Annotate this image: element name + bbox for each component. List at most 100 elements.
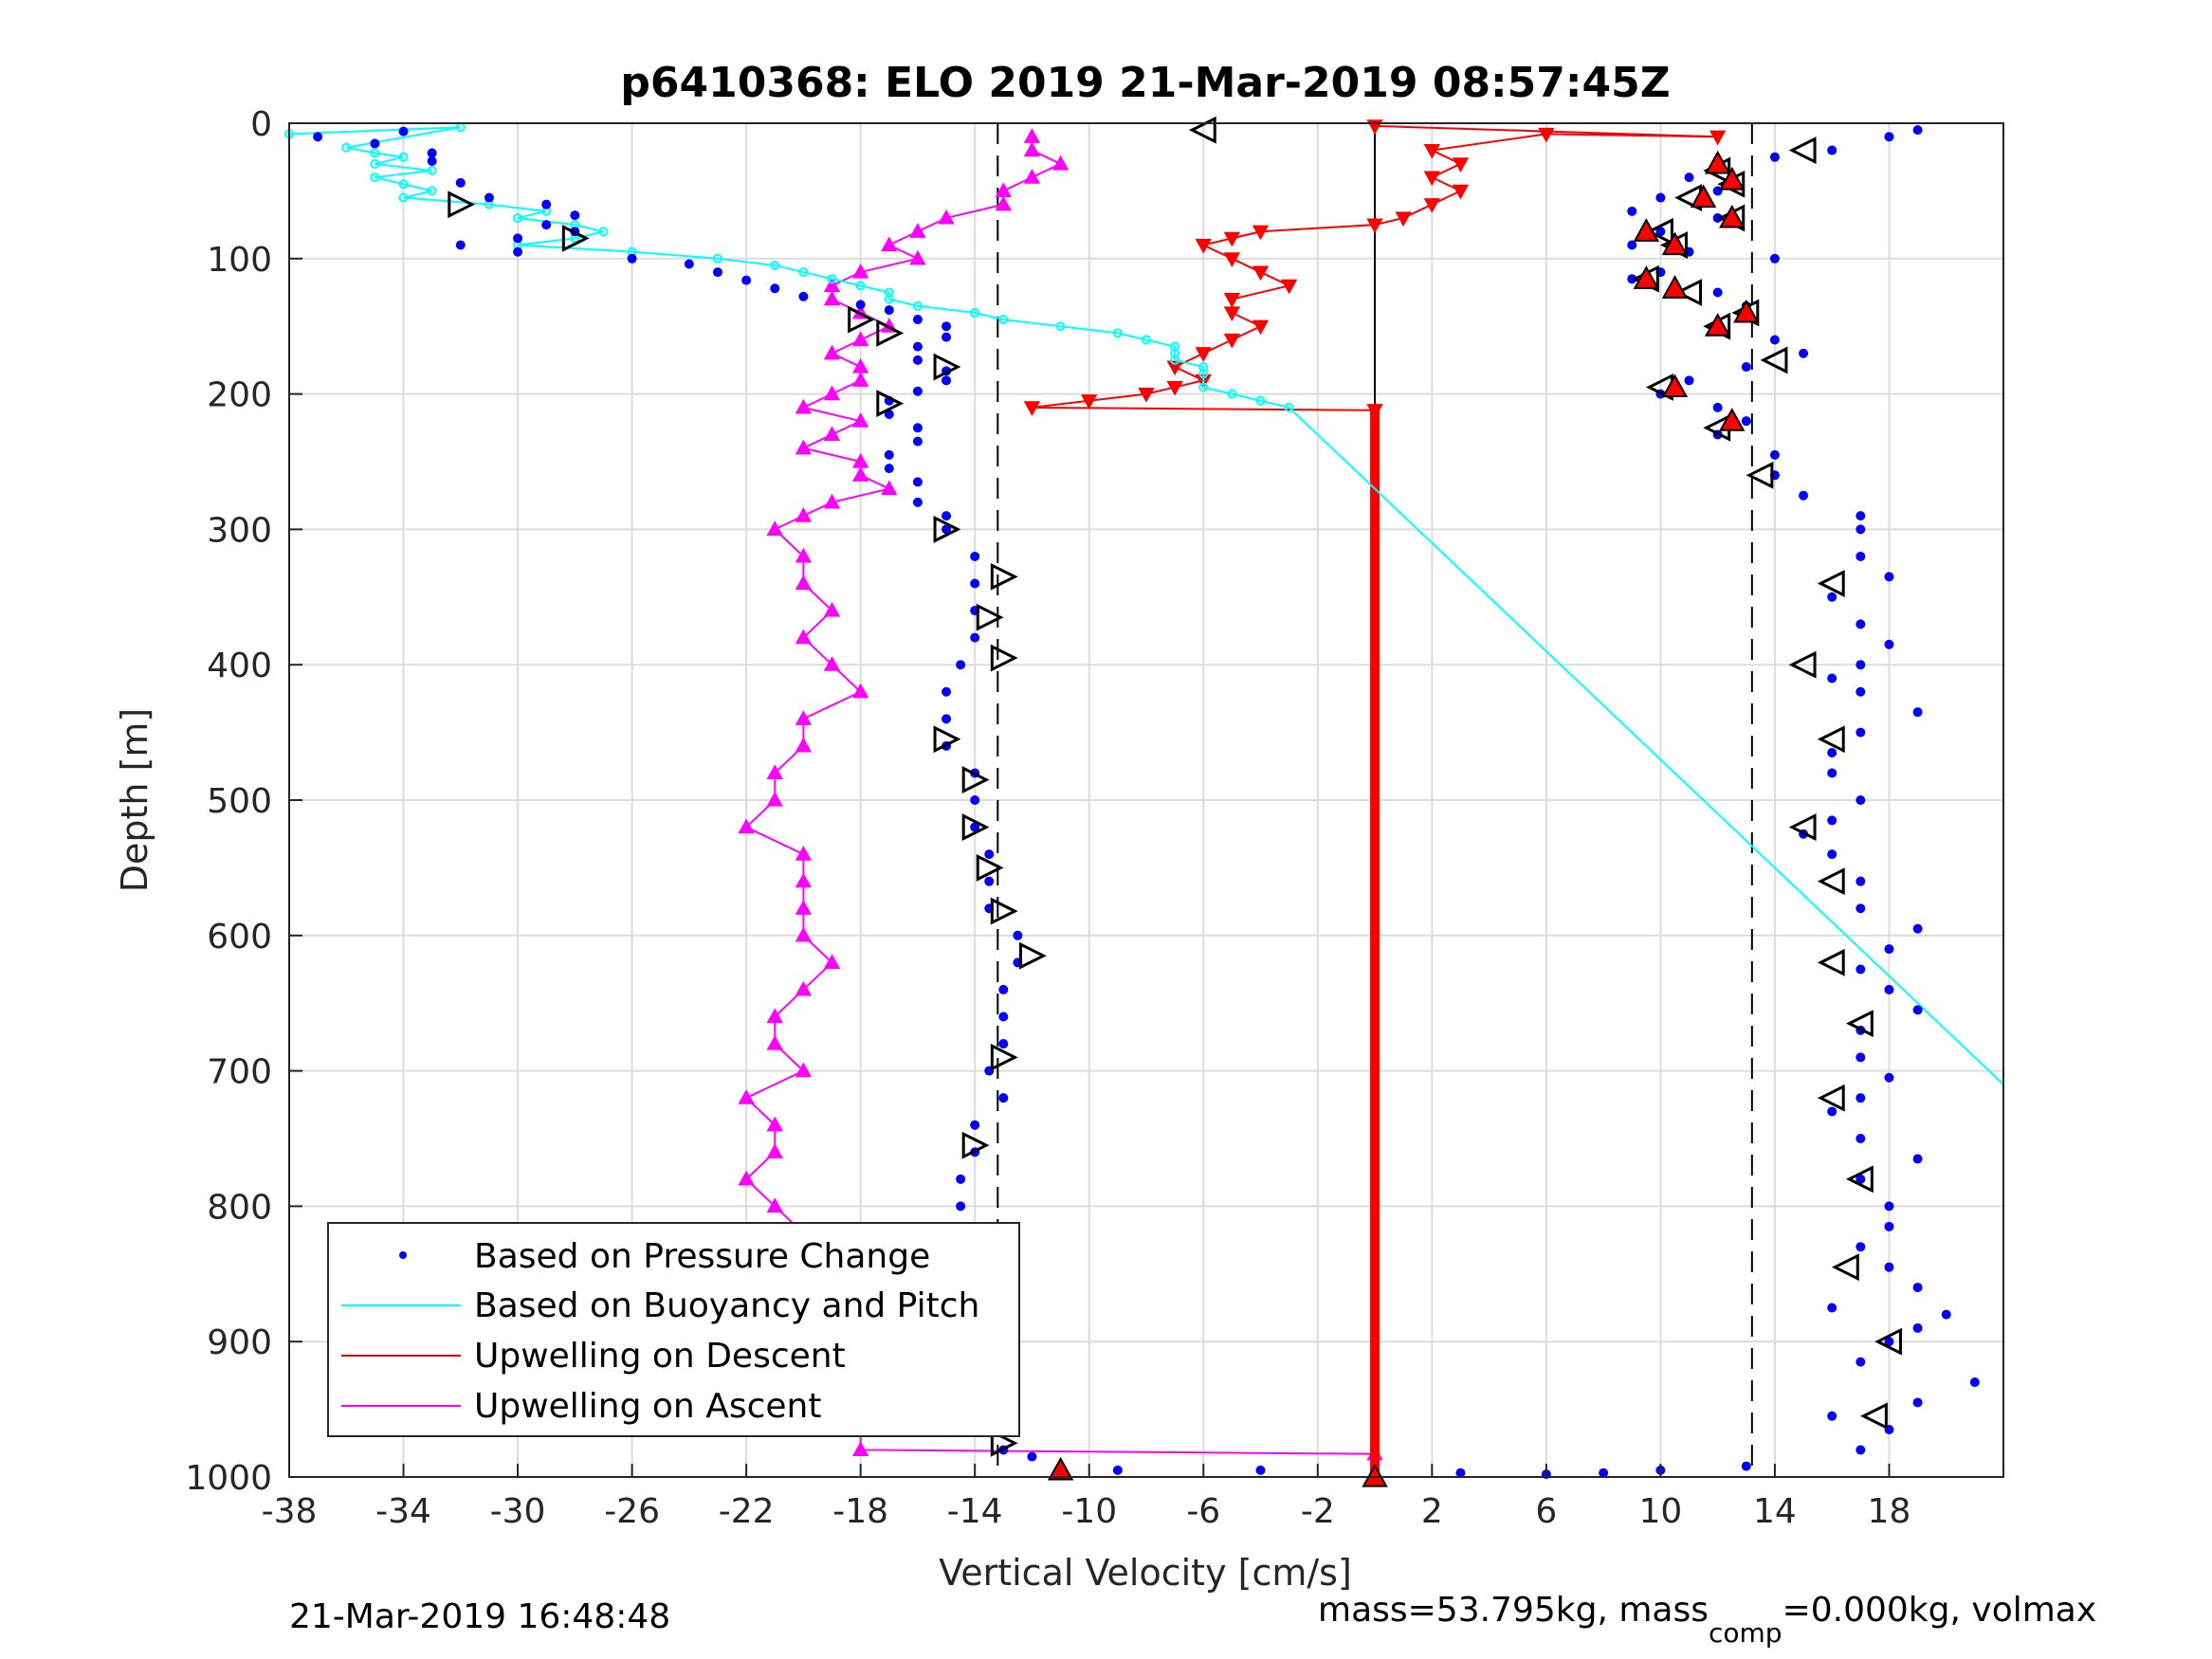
pressure-point-49: [970, 795, 980, 805]
pressure-point-143: [1827, 1303, 1837, 1313]
pressure-point-127: [1856, 964, 1866, 975]
pressure-point-2: [398, 126, 409, 137]
pressure-point-36: [912, 477, 923, 487]
ascent-point-37: [795, 737, 813, 753]
pressure-point-6: [484, 192, 494, 203]
pressure-point-86: [1627, 240, 1637, 250]
x-tick-label: -14: [947, 1492, 1003, 1531]
legend-label-ascent: Upwelling on Ascent: [474, 1387, 821, 1426]
pressure-point-74: [1027, 1451, 1037, 1462]
pressure-point-114: [1856, 686, 1866, 697]
pressure-point-3: [427, 148, 437, 158]
ascent-point-51: [766, 1116, 783, 1132]
red-triangle-marker-1: [1719, 166, 1746, 191]
ascent-point-15: [851, 331, 869, 347]
pressure-point-61: [970, 1120, 980, 1130]
descent-point-18: [1252, 319, 1270, 336]
ascent-point-28: [795, 507, 813, 522]
legend-item-buoyancy: Based on Buoyancy and Pitch: [341, 1286, 979, 1325]
descent-marker-3: [848, 305, 876, 334]
pressure-point-110: [1856, 619, 1866, 629]
x-tick-label: -6: [1186, 1492, 1220, 1531]
descent-marker-16: [1018, 941, 1047, 970]
ascent-point-43: [795, 900, 813, 915]
plot-area: [284, 116, 2004, 1487]
ascent-point-0: [1023, 128, 1041, 143]
pressure-point-136: [1912, 1154, 1923, 1164]
pressure-point-142: [1912, 1283, 1923, 1293]
ascent-point-22: [823, 426, 841, 442]
pressure-point-94: [1769, 335, 1780, 345]
buoyancy-point-39: [1255, 395, 1266, 406]
pressure-point-35: [884, 464, 894, 474]
buoyancy-point-25: [884, 294, 894, 304]
ascent-marker-24: [1831, 1253, 1859, 1282]
x-tick-label: 10: [1638, 1492, 1682, 1531]
pressure-point-152: [1856, 1445, 1866, 1455]
y-tick-label: 400: [207, 647, 272, 685]
pressure-point-8: [570, 210, 580, 221]
pressure-point-139: [1884, 1221, 1894, 1231]
x-axis-label: Vertical Velocity [cm/s]: [939, 1552, 1352, 1594]
pressure-point-144: [1941, 1309, 1951, 1320]
x-tick-label: -10: [1061, 1492, 1117, 1531]
buoyancy-point-15: [598, 227, 609, 237]
pressure-point-11: [513, 233, 523, 244]
pressure-point-97: [1684, 375, 1694, 386]
red-triangle-marker-4: [1633, 218, 1660, 242]
pressure-point-123: [1856, 876, 1866, 886]
pressure-point-33: [912, 436, 923, 447]
pressure-point-105: [1856, 511, 1866, 521]
ascent-point-32: [823, 602, 841, 617]
descent-marker-0: [1188, 116, 1216, 144]
descent-point-24: [1138, 388, 1155, 403]
x-tick-label: 14: [1753, 1492, 1797, 1531]
ascent-marker-18: [1788, 813, 1817, 841]
pressure-point-58: [998, 1039, 1009, 1049]
pressure-point-77: [1827, 145, 1837, 155]
descent-point-19: [1223, 333, 1241, 349]
red-triangle-marker-12: [1047, 1456, 1074, 1481]
ascent-point-63: [851, 1441, 869, 1457]
series-buoyancy-line: [288, 126, 2004, 1085]
pressure-point-91: [1712, 287, 1723, 298]
ascent-point-18: [851, 372, 869, 387]
ascent-point-39: [766, 791, 783, 807]
pressure-point-7: [541, 199, 552, 210]
pressure-point-63: [956, 1174, 966, 1184]
pressure-point-154: [1255, 1465, 1266, 1475]
pressure-point-138: [1884, 1201, 1894, 1212]
pressure-point-102: [1769, 449, 1780, 460]
pressure-point-85: [1655, 227, 1666, 237]
y-tick-label: 300: [207, 511, 272, 550]
buoyancy-point-3: [370, 148, 380, 158]
pressure-point-51: [984, 849, 995, 860]
pressure-point-116: [1856, 727, 1866, 738]
descent-point-20: [1195, 347, 1212, 362]
ascent-point-23: [795, 439, 813, 455]
ascent-point-27: [823, 493, 841, 509]
buoyancy-point-20: [770, 260, 780, 270]
ascent-point-34: [823, 656, 841, 671]
pressure-point-106: [1856, 524, 1866, 535]
descent-marker-14: [976, 853, 1004, 882]
pressure-point-155: [1455, 1468, 1466, 1478]
pressure-point-39: [941, 524, 952, 535]
ascent-marker-20: [1817, 948, 1845, 976]
x-tick-label: -38: [262, 1492, 318, 1531]
pressure-point-0: [313, 132, 323, 142]
pressure-point-122: [1827, 849, 1837, 860]
pressure-point-17: [741, 275, 752, 285]
ascent-marker-5: [1646, 217, 1673, 246]
pressure-point-107: [1856, 551, 1866, 561]
ascent-point-6: [938, 209, 955, 225]
pressure-point-56: [998, 984, 1009, 994]
buoyancy-point-36: [1198, 369, 1209, 379]
ascent-point-52: [766, 1143, 783, 1158]
legend-marker-pressure: [399, 1251, 407, 1259]
ascent-point-45: [823, 954, 841, 969]
pressure-point-148: [1969, 1377, 1980, 1388]
descent-point-2: [1538, 127, 1555, 143]
pressure-point-29: [912, 386, 923, 396]
ascent-marker-0: [1788, 137, 1817, 164]
